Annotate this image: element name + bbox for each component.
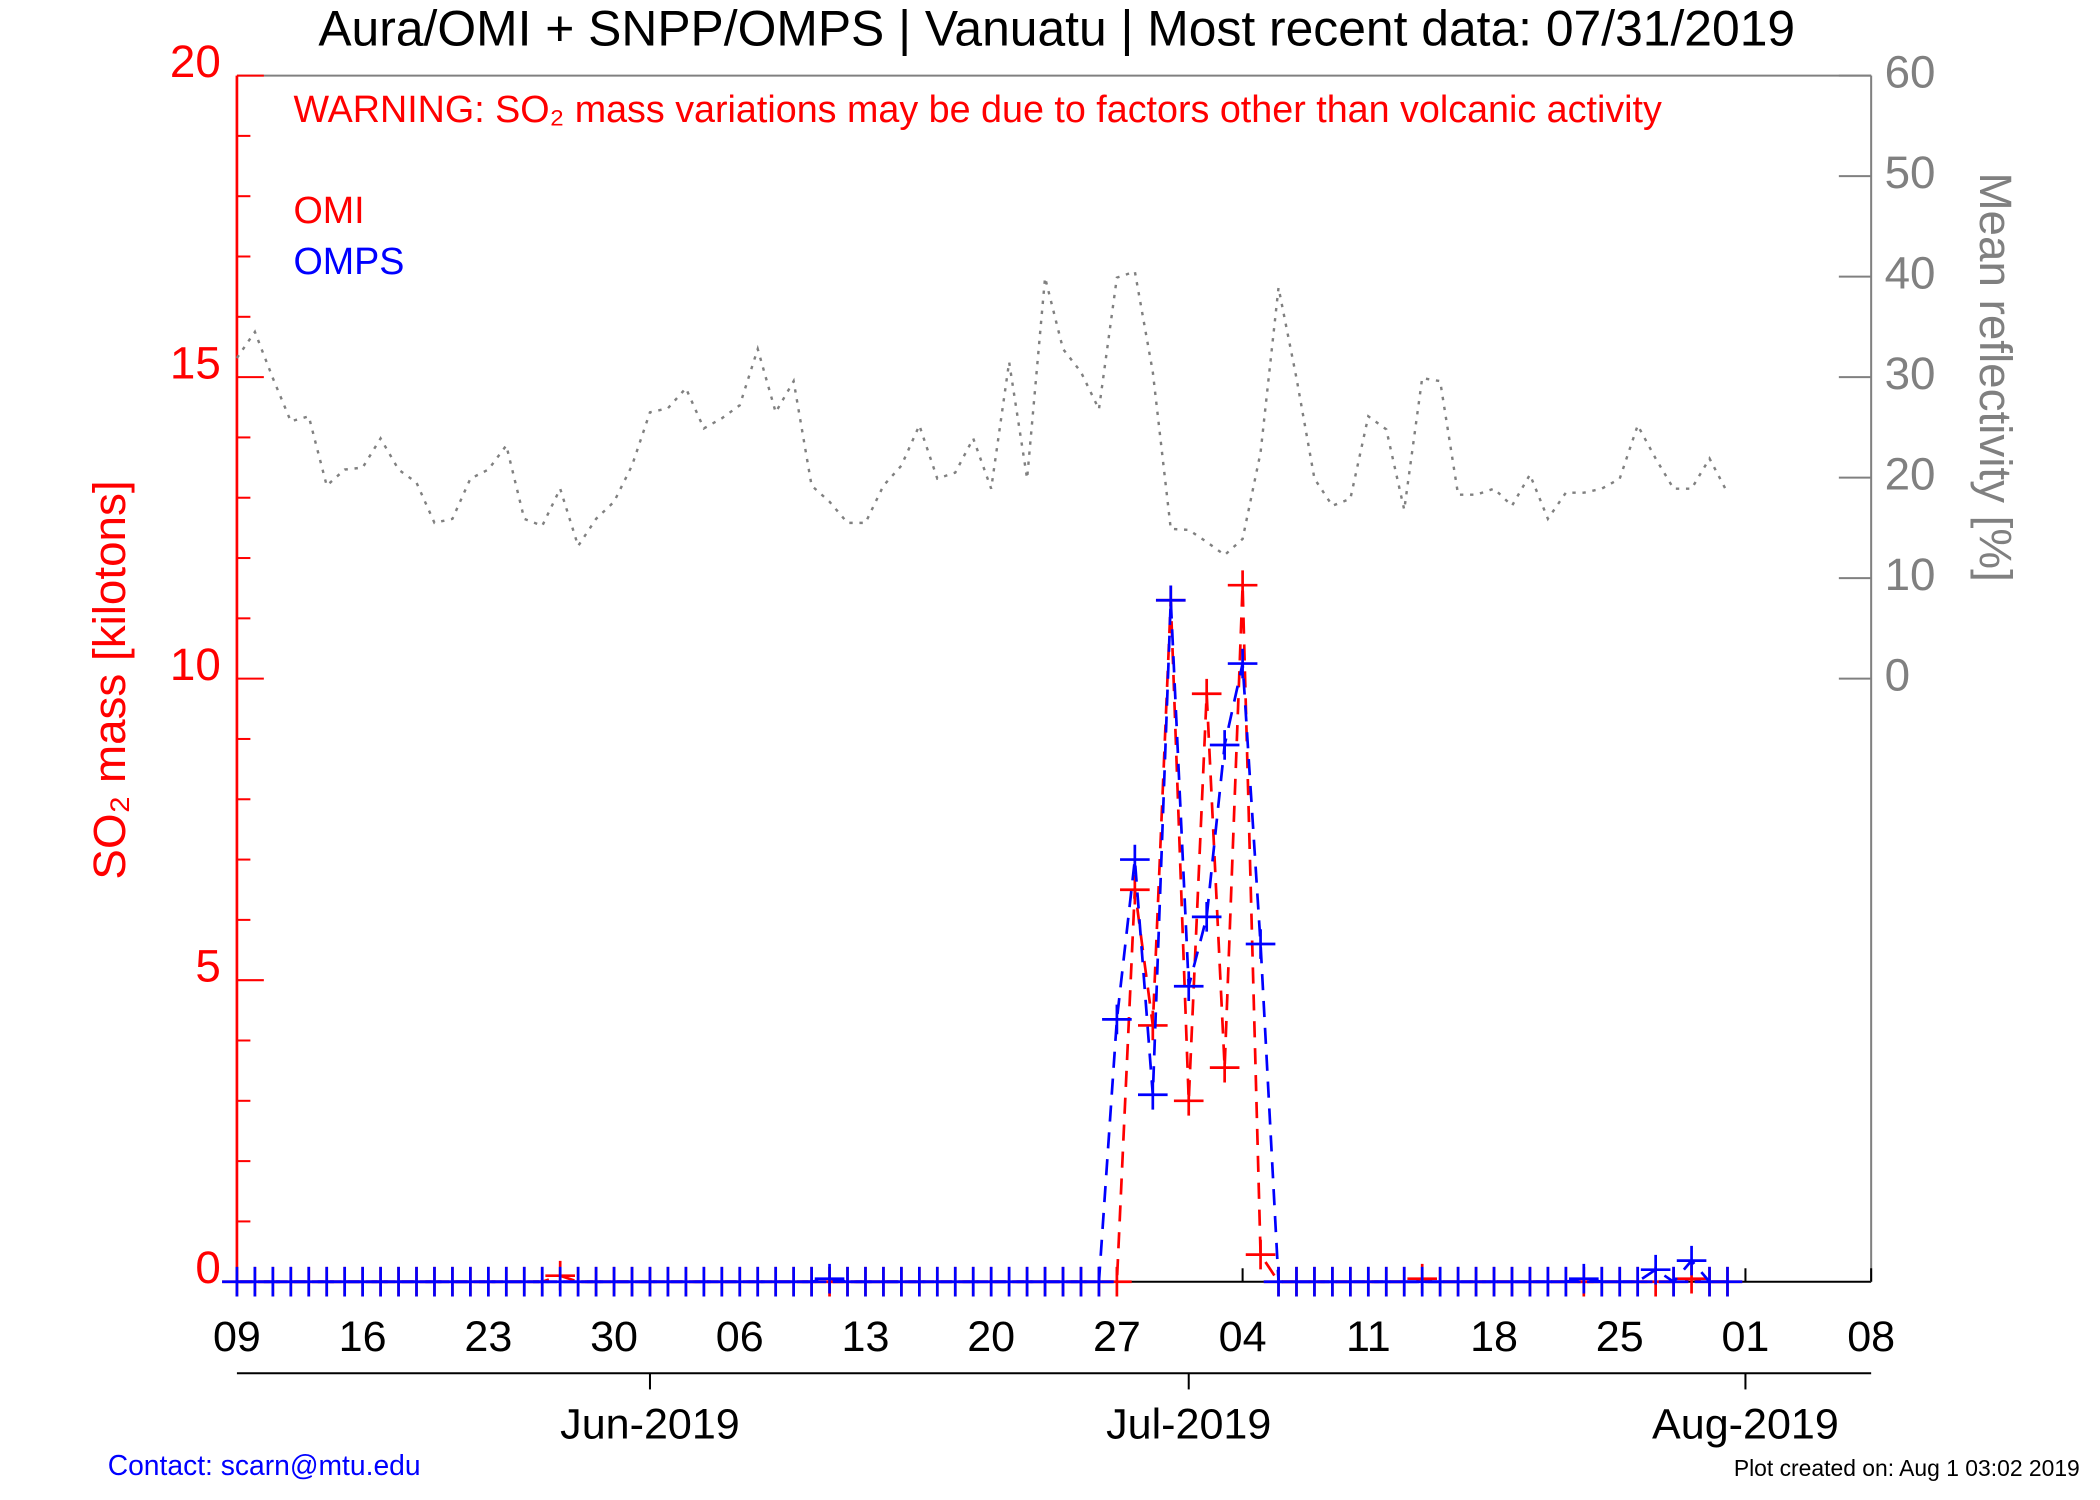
y2-tick-label: 30 — [1885, 348, 1936, 399]
x-tick-label: 06 — [716, 1313, 764, 1361]
y-tick-label: 10 — [170, 639, 221, 690]
x-tick-label: 20 — [967, 1313, 1015, 1361]
marker — [1120, 844, 1150, 875]
marker — [1712, 1266, 1743, 1297]
contact: Contact: scarn@mtu.edu — [108, 1449, 421, 1481]
y-tick-label: 0 — [195, 1242, 220, 1293]
x-tick-label: 04 — [1219, 1313, 1267, 1361]
y2-tick-label: 0 — [1885, 650, 1910, 701]
marker — [1138, 1079, 1168, 1110]
marker — [1173, 971, 1204, 1002]
month-label: Jul-2019 — [1106, 1400, 1271, 1448]
month-label: Aug-2019 — [1652, 1400, 1839, 1448]
x-tick-label: 01 — [1721, 1313, 1769, 1361]
created: Plot created on: Aug 1 03:02 2019 — [1734, 1455, 2080, 1481]
x-tick-label: 08 — [1847, 1313, 1895, 1361]
marker — [1569, 1263, 1599, 1294]
y2-tick-label: 40 — [1885, 248, 1936, 299]
y2-axis-label: Mean reflectivity [%] — [1970, 172, 2021, 581]
x-tick-label: 18 — [1470, 1313, 1518, 1361]
x-tick-label: 13 — [842, 1313, 890, 1361]
y-tick-label: 15 — [170, 337, 221, 388]
x-tick-label: 23 — [464, 1313, 512, 1361]
legend-entry: OMPS — [293, 240, 404, 282]
marker — [1640, 1254, 1671, 1285]
y-tick-label: 5 — [195, 941, 220, 992]
y2-tick-label: 50 — [1885, 147, 1936, 198]
marker — [1245, 1239, 1276, 1270]
month-label: Jun-2019 — [560, 1400, 740, 1448]
marker — [1227, 570, 1258, 600]
x-tick-label: 27 — [1093, 1313, 1141, 1361]
marker — [1084, 1266, 1114, 1297]
marker — [796, 1266, 827, 1297]
y-axis-label: SO₂ mass [kilotons] — [84, 480, 135, 879]
x-tick-label: 11 — [1346, 1313, 1391, 1361]
y2-tick-label: 60 — [1885, 47, 1936, 98]
warning: WARNING: SO₂ mass variations may be due … — [293, 88, 1662, 130]
marker — [814, 1263, 845, 1294]
x-tick-label: 16 — [339, 1313, 387, 1361]
marker — [1245, 929, 1276, 959]
y-tick-label: 20 — [170, 36, 221, 87]
marker — [1191, 678, 1222, 709]
marker — [1209, 1052, 1240, 1083]
marker — [1209, 730, 1240, 760]
marker — [1676, 1245, 1707, 1276]
marker — [1138, 1010, 1168, 1041]
marker — [1173, 1086, 1204, 1116]
x-tick-label: 25 — [1596, 1313, 1644, 1361]
legend-entry: OMI — [293, 189, 364, 231]
marker — [1191, 902, 1222, 932]
marker — [1102, 1004, 1132, 1035]
x-tick-label: 30 — [590, 1313, 638, 1361]
marker — [1155, 585, 1186, 616]
series-line — [236, 600, 1728, 1284]
marker — [1658, 1266, 1689, 1297]
x-tick-label: 09 — [213, 1313, 261, 1361]
marker — [1120, 874, 1150, 905]
marker — [1551, 1266, 1581, 1297]
marker — [1227, 648, 1258, 679]
marker — [1622, 1266, 1653, 1297]
reflectivity-line — [235, 269, 1729, 557]
y2-tick-label: 10 — [1885, 549, 1936, 600]
series-line — [236, 585, 1728, 1284]
y2-tick-label: 20 — [1885, 449, 1936, 500]
chart-title: Aura/OMI + SNPP/OMPS | Vanuatu | Most re… — [318, 1, 1795, 57]
